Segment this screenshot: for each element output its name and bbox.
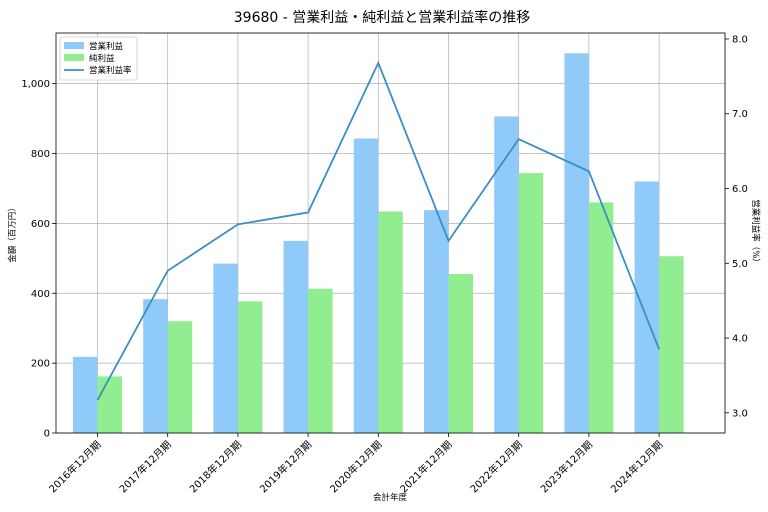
legend-swatch (64, 54, 84, 61)
legend-label: 純利益 (89, 53, 115, 64)
bar-net-profit (167, 321, 193, 433)
bar-operating-profit (143, 299, 168, 433)
y-axis-left: 0 200 400 600 800 1,000 (21, 79, 56, 440)
x-axis-label: 会計年度 (373, 492, 408, 503)
bar-net-profit (588, 202, 614, 433)
y2-tick-label: 3.0 (732, 408, 748, 419)
bar-net-profit (518, 173, 544, 433)
y-tick-label: 400 (31, 289, 50, 300)
x-tick-label: 2022年12月期 (467, 438, 524, 495)
y-tick-label: 200 (31, 359, 50, 370)
bar-operating-profit (73, 356, 98, 433)
bar-net-profit (378, 211, 403, 433)
x-tick-label: 2021年12月期 (397, 438, 454, 495)
x-axis: 2016年12月期 2017年12月期 2018年12月期 2019年12月期 2020… (46, 433, 665, 495)
x-tick-label: 2018年12月期 (187, 438, 244, 495)
bar-operating-profit (634, 181, 660, 433)
bar-net-profit (308, 288, 333, 433)
y2-axis-label: 営業利益率（%） (750, 199, 761, 267)
y-tick-label: 600 (31, 219, 50, 230)
chart-title: 39680 - 営業利益・純利益と営業利益率の推移 (234, 9, 531, 26)
bar-operating-profit (353, 138, 379, 433)
x-tick-label: 2019年12月期 (257, 438, 314, 495)
bar-net-profit (237, 301, 263, 433)
margin-line (96, 60, 660, 401)
legend-swatch (64, 42, 84, 49)
x-tick-label: 2024年12月期 (608, 438, 665, 495)
bar-net-profit (97, 376, 122, 433)
y-tick-label: 0 (44, 429, 50, 440)
x-tick-label: 2016年12月期 (46, 438, 103, 495)
line-operating-margin (96, 60, 660, 401)
y2-tick-label: 6.0 (732, 184, 748, 195)
y2-tick-label: 4.0 (732, 334, 748, 345)
y-axis-label: 金額（百万円） (7, 203, 18, 263)
bar-net-profit (659, 256, 684, 433)
y2-tick-label: 8.0 (732, 34, 748, 45)
bar-operating-profit (564, 53, 589, 433)
bar-operating-profit (213, 263, 238, 433)
y-tick-label: 800 (31, 149, 50, 160)
y-tick-label: 1,000 (21, 79, 50, 90)
x-tick-label: 2020年12月期 (327, 438, 384, 495)
bar-net-profit (448, 274, 473, 433)
plot-frame (55, 32, 726, 434)
y2-tick-label: 5.0 (732, 259, 748, 270)
bars (73, 53, 684, 434)
x-tick-label: 2023年12月期 (538, 438, 595, 495)
bar-operating-profit (494, 116, 519, 434)
legend-label: 営業利益 (89, 41, 124, 52)
y2-tick-label: 7.0 (732, 109, 748, 120)
bar-operating-profit (424, 210, 449, 433)
y-axis-right: 3.0 4.0 5.0 6.0 7.0 8.0 (725, 34, 748, 419)
bar-operating-profit (283, 240, 309, 433)
legend-label: 営業利益率 (89, 65, 132, 76)
x-tick-label: 2017年12月期 (116, 438, 173, 495)
